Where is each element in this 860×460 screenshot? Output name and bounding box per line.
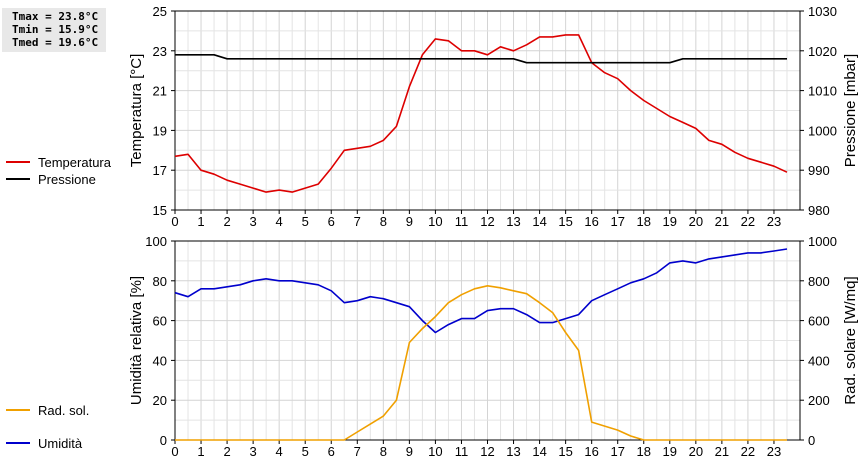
- panel1-xtick-label: 12: [480, 214, 494, 229]
- panel1-group: 0 1 2 3 4 5 6 7 8 9 10 11 12 13 14 15 16 17 18 19 20 21 22 2315…: [128, 4, 859, 229]
- panel2-xtick-label: 4: [276, 444, 283, 459]
- legend-item-pressione: Pressione: [6, 171, 96, 187]
- panel2-ytick-label: 80: [153, 274, 167, 289]
- panel1-y2tick-label: 990: [808, 163, 830, 178]
- panel1-xtick-label: 2: [223, 214, 230, 229]
- panel1-xtick-label: 16: [584, 214, 598, 229]
- legend-item-umidita: Umidità: [6, 435, 82, 451]
- stats-box: Tmax = 23.8°C Tmin = 15.9°C Tmed = 19.6°…: [2, 8, 106, 52]
- stat-tmax: Tmax = 23.8°C: [12, 10, 99, 23]
- panel1-xtick-label: 13: [506, 214, 520, 229]
- panel1-ytick-label: 17: [153, 163, 167, 178]
- panel1-xtick-label: 20: [689, 214, 703, 229]
- panel2-ytick-label: 60: [153, 314, 167, 329]
- panel2-y2label: Rad. solare [W/mq]: [842, 276, 859, 404]
- panel1-xtick-label: 22: [741, 214, 755, 229]
- panel2-ytick-label: 40: [153, 353, 167, 368]
- legend-label-umidita: Umidità: [38, 435, 83, 451]
- panel2-xtick-label: 0: [171, 444, 178, 459]
- panel2-xtick-label: 9: [406, 444, 413, 459]
- panel2-xtick-label: 19: [663, 444, 677, 459]
- panel1-xtick-label: 17: [610, 214, 624, 229]
- panel1-xtick-label: 14: [532, 214, 546, 229]
- panel2-ylabel: Umidità relativa [%]: [128, 276, 145, 405]
- panel2-xtick-label: 6: [328, 444, 335, 459]
- panel1-xtick-label: 18: [637, 214, 651, 229]
- panel1-xtick-label: 9: [406, 214, 413, 229]
- panel1-series-temperatura: [174, 34, 788, 193]
- panel1-series-pressione: [175, 53, 787, 64]
- panel1-xtick-label: 15: [558, 214, 572, 229]
- panel1-xtick-label: 3: [250, 214, 257, 229]
- panel1-xtick-label: 7: [354, 214, 361, 229]
- legend-label-pressione: Pressione: [38, 171, 96, 187]
- legend-item-radsol: Rad. sol.: [6, 402, 89, 418]
- panel2-xtick-label: 17: [610, 444, 624, 459]
- panel2-series-rad-sol: [175, 284, 787, 441]
- panel1-y2tick-label: 1030: [808, 4, 837, 19]
- panel2-y2tick-label: 400: [808, 353, 830, 368]
- panel1-xtick-label: 1: [197, 214, 204, 229]
- panel2-xtick-label: 7: [354, 444, 361, 459]
- legend-swatch-umidita: [6, 442, 30, 444]
- panel2-xtick-label: 22: [741, 444, 755, 459]
- panel1-y2label: Pressione [mbar]: [842, 54, 859, 167]
- panel2-xtick-label: 16: [584, 444, 598, 459]
- panel2-xtick-label: 11: [455, 444, 469, 459]
- panel1-ytick-label: 19: [153, 123, 167, 138]
- panel1-xtick-label: 8: [380, 214, 387, 229]
- panel1-xtick-label: 0: [171, 214, 178, 229]
- legend-swatch-radsol: [6, 409, 30, 411]
- panel2-xtick-label: 18: [637, 444, 651, 459]
- panel2-ytick-label: 20: [153, 393, 167, 408]
- panel2-ytick-label: 100: [145, 234, 167, 249]
- panel1-ytick-label: 15: [153, 203, 167, 218]
- legend-item-temperatura: Temperatura: [6, 154, 111, 170]
- panel1-ylabel: Temperatura [°C]: [128, 54, 145, 168]
- panel2-xtick-label: 21: [715, 444, 729, 459]
- panel2-group: 0 1 2 3 4 5 6 7 8 9 10 11 12 13 14 15 16 17 18 19 20 21 22 2302…: [128, 234, 859, 459]
- legend-swatch-pressione: [6, 178, 30, 180]
- panel2-xtick-label: 12: [480, 444, 494, 459]
- panel2-xtick-label: 10: [428, 444, 442, 459]
- panel1-xtick-label: 4: [276, 214, 283, 229]
- panel1-y2tick-label: 1020: [808, 44, 837, 59]
- panel1-ytick-label: 25: [153, 4, 167, 19]
- panel2-ytick-label: 0: [160, 433, 167, 448]
- panel1-xtick-label: 10: [428, 214, 442, 229]
- panel2-xtick-label: 15: [558, 444, 572, 459]
- panel1-xtick-label: 19: [663, 214, 677, 229]
- panel2-y2tick-label: 0: [808, 433, 815, 448]
- stat-tmed: Tmed = 19.6°C: [12, 36, 99, 49]
- panel1-xtick-label: 6: [328, 214, 335, 229]
- panel2-series-umidit: [174, 248, 788, 334]
- stat-tmin: Tmin = 15.9°C: [12, 23, 99, 36]
- panel2-xtick-label: 20: [689, 444, 703, 459]
- panel1-xtick-label: 5: [302, 214, 309, 229]
- panel1-y2tick-label: 980: [808, 203, 830, 218]
- panel2-y2tick-label: 1000: [808, 234, 837, 249]
- panel2-y2tick-label: 800: [808, 274, 830, 289]
- panel2-xtick-label: 5: [302, 444, 309, 459]
- panel2-xtick-label: 23: [767, 444, 781, 459]
- legend-label-radsol: Rad. sol.: [38, 402, 90, 418]
- panel2-xtick-label: 8: [380, 444, 387, 459]
- panel2-y2tick-label: 200: [808, 393, 830, 408]
- panel1-ytick-label: 21: [153, 84, 167, 99]
- panel2-y2tick-label: 600: [808, 314, 830, 329]
- panel1-y2tick-label: 1000: [808, 123, 837, 138]
- panel2-xtick-label: 1: [197, 444, 204, 459]
- panel1-xtick-label: 11: [455, 214, 469, 229]
- panel1-ytick-label: 23: [153, 44, 167, 59]
- panel2-xtick-label: 2: [223, 444, 230, 459]
- panel2-xtick-label: 3: [250, 444, 257, 459]
- panel2-xtick-label: 13: [506, 444, 520, 459]
- legend-swatch-temperatura: [6, 161, 30, 163]
- panel1-xtick-label: 21: [715, 214, 729, 229]
- panel1-xtick-label: 23: [767, 214, 781, 229]
- legend-label-temperatura: Temperatura: [38, 154, 111, 170]
- panel1-y2tick-label: 1010: [808, 84, 837, 99]
- panel2-xtick-label: 14: [532, 444, 546, 459]
